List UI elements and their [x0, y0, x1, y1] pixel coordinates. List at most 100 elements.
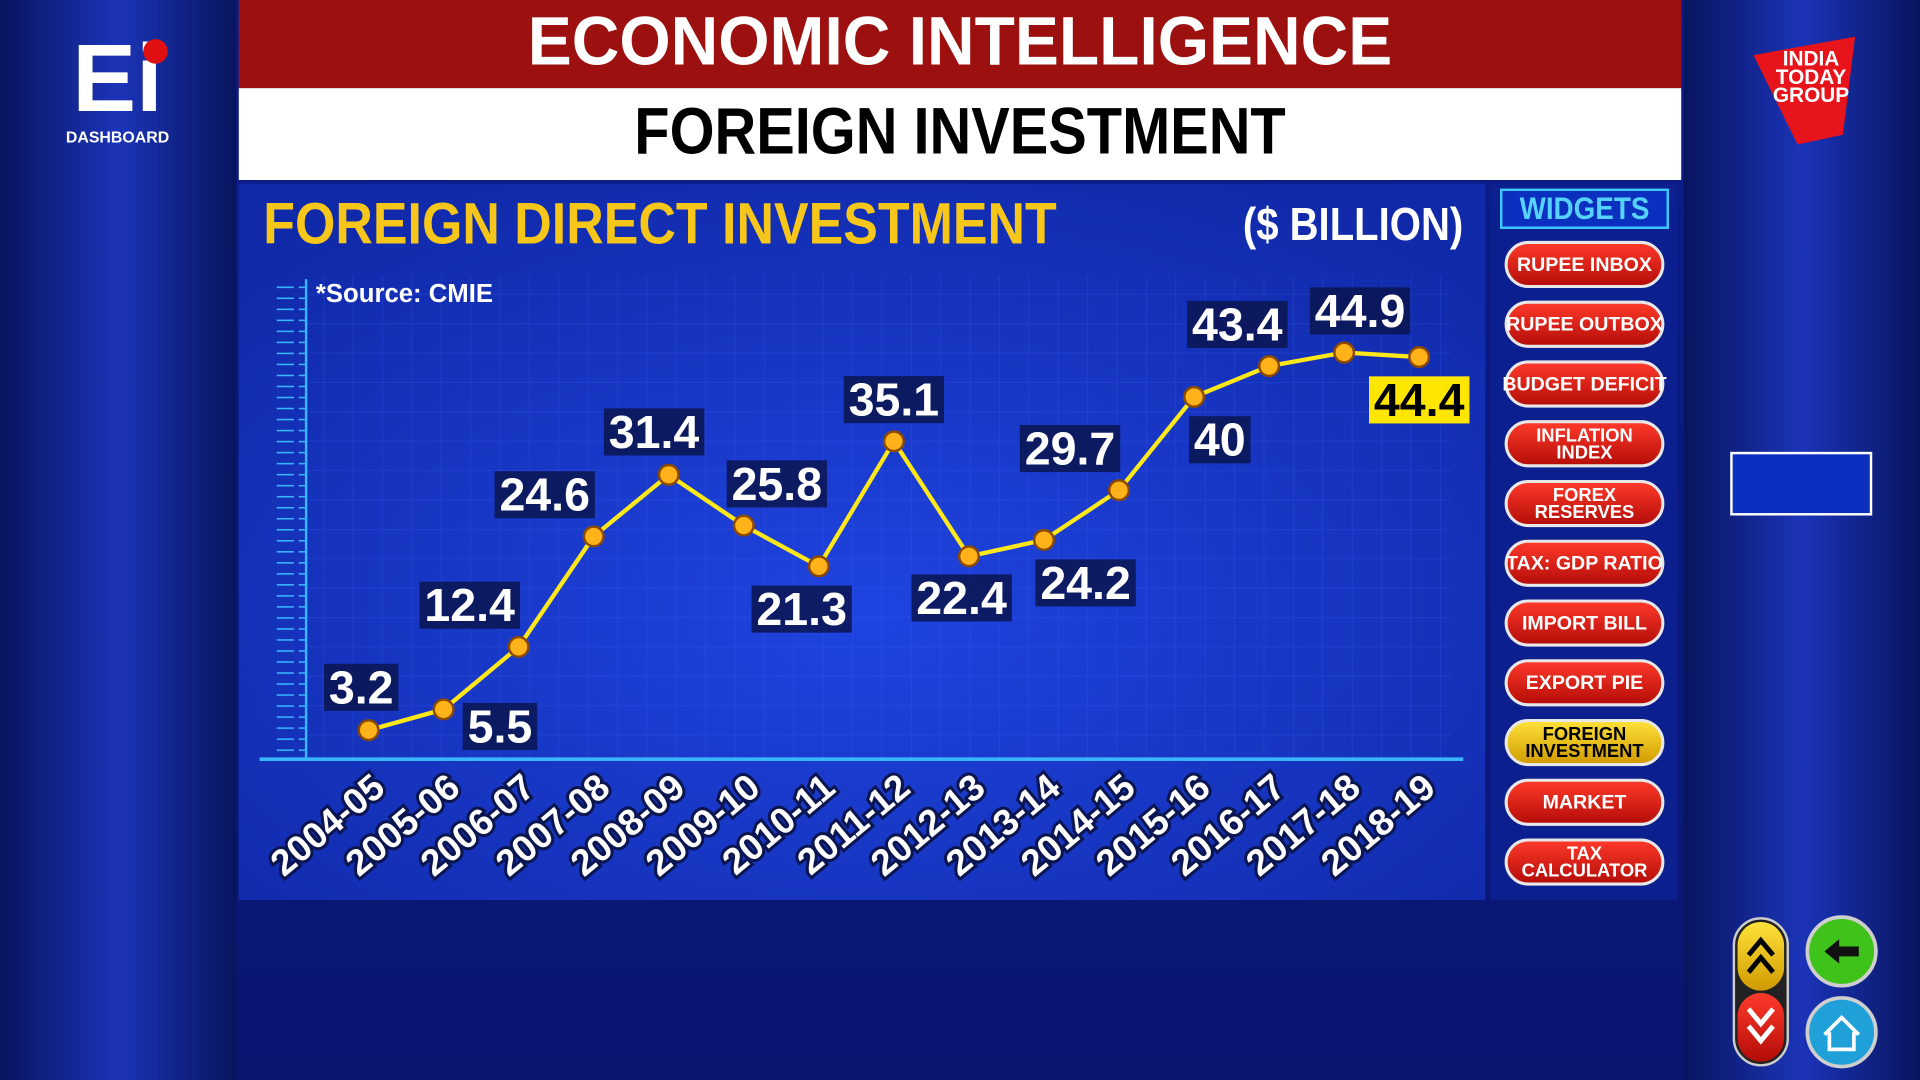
value-label: 31.4 [609, 406, 700, 458]
value-label: 24.6 [499, 469, 590, 521]
value-label-box [726, 460, 828, 508]
value-label-box [603, 408, 705, 456]
value-label: 29.7 [1025, 423, 1116, 475]
side-panel-box [1730, 451, 1873, 516]
widget-label: TAX [1567, 843, 1603, 864]
nav-buttons [1732, 915, 1878, 1069]
widget-label: IMPORT BILL [1522, 612, 1647, 634]
widget-button[interactable] [1504, 599, 1665, 647]
value-label: 21.3 [756, 583, 847, 635]
brand-text: GROUP [1773, 84, 1849, 107]
data-point [657, 463, 680, 486]
widgets-list: RUPEE INBOX RUPEE OUTBOX BUDGET DEFICIT INF… [1502, 240, 1667, 886]
value-label-box [419, 581, 520, 629]
value-label: 5.5 [468, 700, 533, 752]
widget-button[interactable] [1504, 300, 1665, 348]
value-label-box [1188, 416, 1251, 464]
value-label: 12.4 [424, 579, 515, 631]
widget-label: BUDGET DEFICIT [1502, 373, 1666, 395]
widget-label: RUPEE INBOX [1517, 254, 1652, 276]
title-bar [238, 0, 1682, 89]
value-label-box [751, 585, 852, 633]
widgets-title-box [1500, 188, 1669, 229]
data-point [1032, 528, 1055, 552]
value-label: 35.1 [849, 374, 940, 426]
logo-dot [143, 39, 168, 64]
home-icon [1823, 1014, 1861, 1052]
chart-unit: ($ BILLION) [1243, 198, 1463, 250]
data-point [357, 719, 380, 742]
data-point [807, 555, 830, 578]
header-subtitle: FOREIGN INVESTMENT [634, 94, 1285, 168]
widget-button[interactable] [1504, 420, 1665, 468]
scroll-down-icon [1746, 1007, 1775, 1045]
widget-button[interactable] [1504, 240, 1665, 289]
data-point [732, 514, 755, 537]
data-point [957, 545, 980, 568]
widget-label: EXPORT PIE [1526, 672, 1644, 694]
value-label-box [462, 702, 538, 751]
data-point [432, 698, 455, 721]
widget-button[interactable] [1504, 838, 1665, 886]
widget-label: FOREX [1553, 484, 1617, 505]
value-label: 22.4 [916, 572, 1007, 624]
brand-badge [1753, 36, 1856, 145]
data-point [507, 635, 530, 658]
value-label-box [1019, 424, 1121, 473]
widget-button[interactable] [1504, 479, 1665, 528]
widget-label: INDEX [1556, 441, 1613, 462]
widgets-title: WIDGETS [1520, 190, 1650, 226]
widget-button[interactable] [1504, 718, 1665, 767]
value-label-box [323, 663, 399, 711]
value-label: 44.4 [1374, 374, 1465, 426]
left-sidebar [0, 0, 237, 1080]
widget-label: RESERVES [1535, 501, 1635, 522]
ruler-decoration [276, 279, 307, 760]
data-point [882, 430, 905, 453]
value-label-box [843, 376, 945, 424]
subtitle-bar [238, 88, 1682, 180]
logo-sub: DASHBOARD [66, 130, 169, 147]
chart-source: *Source: CMIE [316, 280, 493, 308]
widget-label: MARKET [1543, 792, 1627, 814]
brand-text: TODAY [1776, 66, 1847, 89]
value-label: 24.2 [1040, 557, 1131, 609]
brand-text: INDIA [1783, 48, 1840, 71]
widget-button[interactable] [1504, 360, 1665, 408]
chart-title: FOREIGN DIRECT INVESTMENT [263, 191, 1057, 256]
value-label: 25.8 [732, 458, 823, 510]
value-label: 44.9 [1315, 285, 1406, 337]
right-sidebar [1683, 0, 1920, 1080]
data-point [1333, 341, 1356, 364]
widget-label: INFLATION [1536, 424, 1633, 445]
value-label-box [1309, 287, 1411, 335]
value-label-box [911, 574, 1012, 622]
header-title: ECONOMIC INTELLIGENCE [528, 3, 1392, 80]
value-label-box [1369, 376, 1470, 424]
value-label: 3.2 [329, 661, 394, 713]
data-point [582, 525, 605, 548]
widget-button[interactable] [1504, 539, 1665, 587]
home-button[interactable] [1805, 996, 1878, 1069]
widget-label: TAX: GDP RATIO [1506, 553, 1663, 575]
value-label-box [1187, 300, 1288, 349]
back-icon [1824, 939, 1859, 964]
widget-label: INVESTMENT [1525, 740, 1644, 761]
data-point [1183, 385, 1206, 408]
data-point [1107, 479, 1131, 502]
value-label-box [1035, 559, 1136, 607]
data-point [1258, 355, 1281, 378]
value-label: 40 [1194, 414, 1246, 466]
widget-button[interactable] [1504, 778, 1665, 826]
widget-label: FOREIGN [1543, 723, 1627, 744]
value-label-box [494, 471, 595, 519]
widget-button[interactable] [1504, 659, 1665, 707]
widget-label: RUPEE OUTBOX [1506, 314, 1663, 336]
widget-label: CALCULATOR [1522, 860, 1648, 881]
value-label: 43.4 [1192, 298, 1283, 350]
data-point [1408, 346, 1431, 369]
